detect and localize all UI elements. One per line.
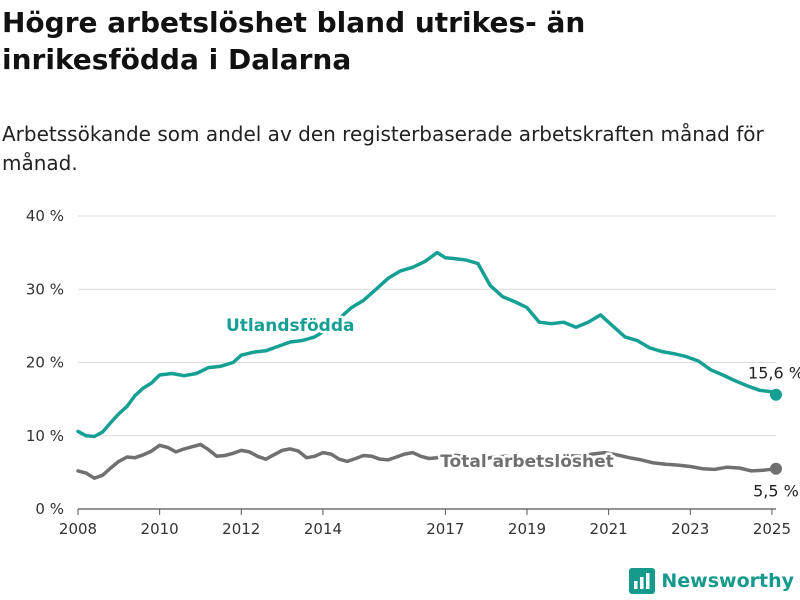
x-tick-label: 2012	[222, 520, 260, 538]
chart-title: Högre arbetslöshet bland utrikes- än inr…	[2, 6, 586, 76]
x-tick-label: 2021	[590, 520, 628, 538]
y-axis-ticks: 0 % 10 % 20 % 30 % 40 %	[26, 207, 64, 518]
line-chart: 0 % 10 % 20 % 30 % 40 % 2008 2010 2012 2014 2017…	[26, 207, 800, 538]
x-tick-label: 2008	[59, 520, 97, 538]
series-end-value-label: 5,5 %	[753, 482, 799, 501]
series-name-label: Utlandsfödda	[226, 316, 355, 336]
newsworthy-logo: Newsworthy	[629, 568, 794, 594]
series-end-value-label: 15,6 %	[748, 364, 800, 383]
chart-subtitle: Arbetssökande som andel av den registerb…	[2, 122, 764, 175]
series-end-point	[770, 388, 782, 401]
y-tick-label: 0 %	[35, 500, 64, 518]
x-tick-label: 2023	[671, 520, 709, 538]
grid-lines	[78, 215, 776, 510]
series-end-point	[770, 462, 782, 475]
x-tick-label: 2019	[508, 520, 546, 538]
x-axis-ticks: 2008 2010 2012 2014 2017 2019 2021 2023 2025	[59, 509, 791, 538]
x-tick-label: 2010	[141, 520, 179, 538]
newsworthy-brand-name: Newsworthy	[661, 570, 794, 592]
series-lines	[76, 250, 782, 480]
series-name-label: Total arbetslöshet	[440, 452, 614, 472]
y-tick-label: 20 %	[26, 354, 64, 372]
y-tick-label: 10 %	[26, 427, 64, 445]
y-tick-label: 40 %	[26, 207, 64, 225]
x-tick-label: 2025	[753, 520, 791, 538]
y-tick-label: 30 %	[26, 280, 64, 298]
series-line	[76, 442, 778, 480]
x-tick-label: 2017	[426, 520, 464, 538]
newsworthy-logo-icon	[629, 568, 656, 594]
x-tick-label: 2014	[304, 520, 342, 538]
series-line	[76, 250, 778, 439]
series-labels: Utlandsfödda 15,6 % Total arbetslöshet 5,5 …	[223, 314, 800, 503]
